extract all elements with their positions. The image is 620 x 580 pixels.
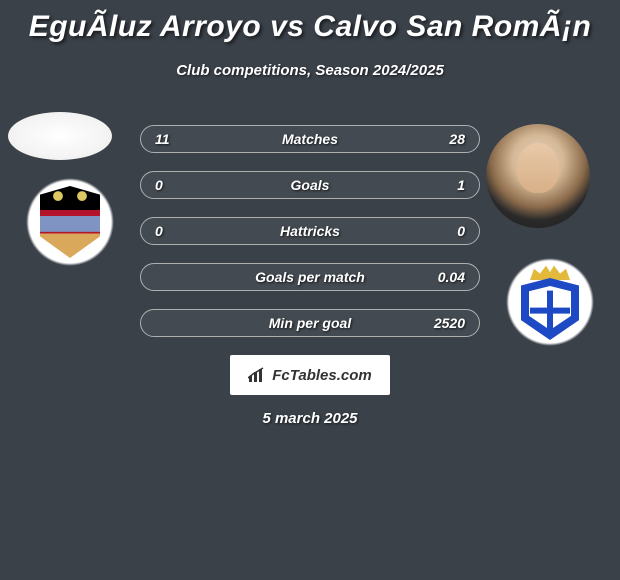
stat-row: Min per goal 2520 bbox=[140, 309, 480, 337]
club-left-crest bbox=[20, 172, 120, 272]
stat-right-value: 0.04 bbox=[438, 269, 465, 285]
cross-icon bbox=[547, 291, 553, 331]
stats-container: 11 Matches 28 0 Goals 1 0 Hattricks 0 Go… bbox=[140, 125, 480, 355]
stat-row: 11 Matches 28 bbox=[140, 125, 480, 153]
stat-row: 0 Goals 1 bbox=[140, 171, 480, 199]
stat-label: Min per goal bbox=[141, 315, 479, 331]
stat-right-value: 0 bbox=[457, 223, 465, 239]
club-left-shield-icon bbox=[40, 186, 100, 258]
stat-row: 0 Hattricks 0 bbox=[140, 217, 480, 245]
stat-label: Matches bbox=[141, 131, 479, 147]
watermark: FcTables.com bbox=[230, 355, 390, 395]
stat-row: Goals per match 0.04 bbox=[140, 263, 480, 291]
stat-label: Goals per match bbox=[141, 269, 479, 285]
date-text: 5 march 2025 bbox=[0, 410, 620, 427]
watermark-text: FcTables.com bbox=[272, 367, 371, 384]
stat-right-value: 2520 bbox=[434, 315, 465, 331]
stat-label: Hattricks bbox=[141, 223, 479, 239]
player-left-portrait bbox=[8, 112, 112, 160]
club-right-shield-icon bbox=[521, 278, 579, 340]
player-right-portrait bbox=[486, 124, 590, 228]
stat-label: Goals bbox=[141, 177, 479, 193]
bar-chart-icon bbox=[248, 367, 268, 383]
crown-icon bbox=[530, 264, 570, 280]
page-title: EguÃ­luz Arroyo vs Calvo San RomÃ¡n bbox=[0, 0, 620, 44]
stat-right-value: 1 bbox=[457, 177, 465, 193]
club-right-crest bbox=[500, 252, 600, 352]
stat-right-value: 28 bbox=[449, 131, 465, 147]
subtitle: Club competitions, Season 2024/2025 bbox=[0, 62, 620, 79]
